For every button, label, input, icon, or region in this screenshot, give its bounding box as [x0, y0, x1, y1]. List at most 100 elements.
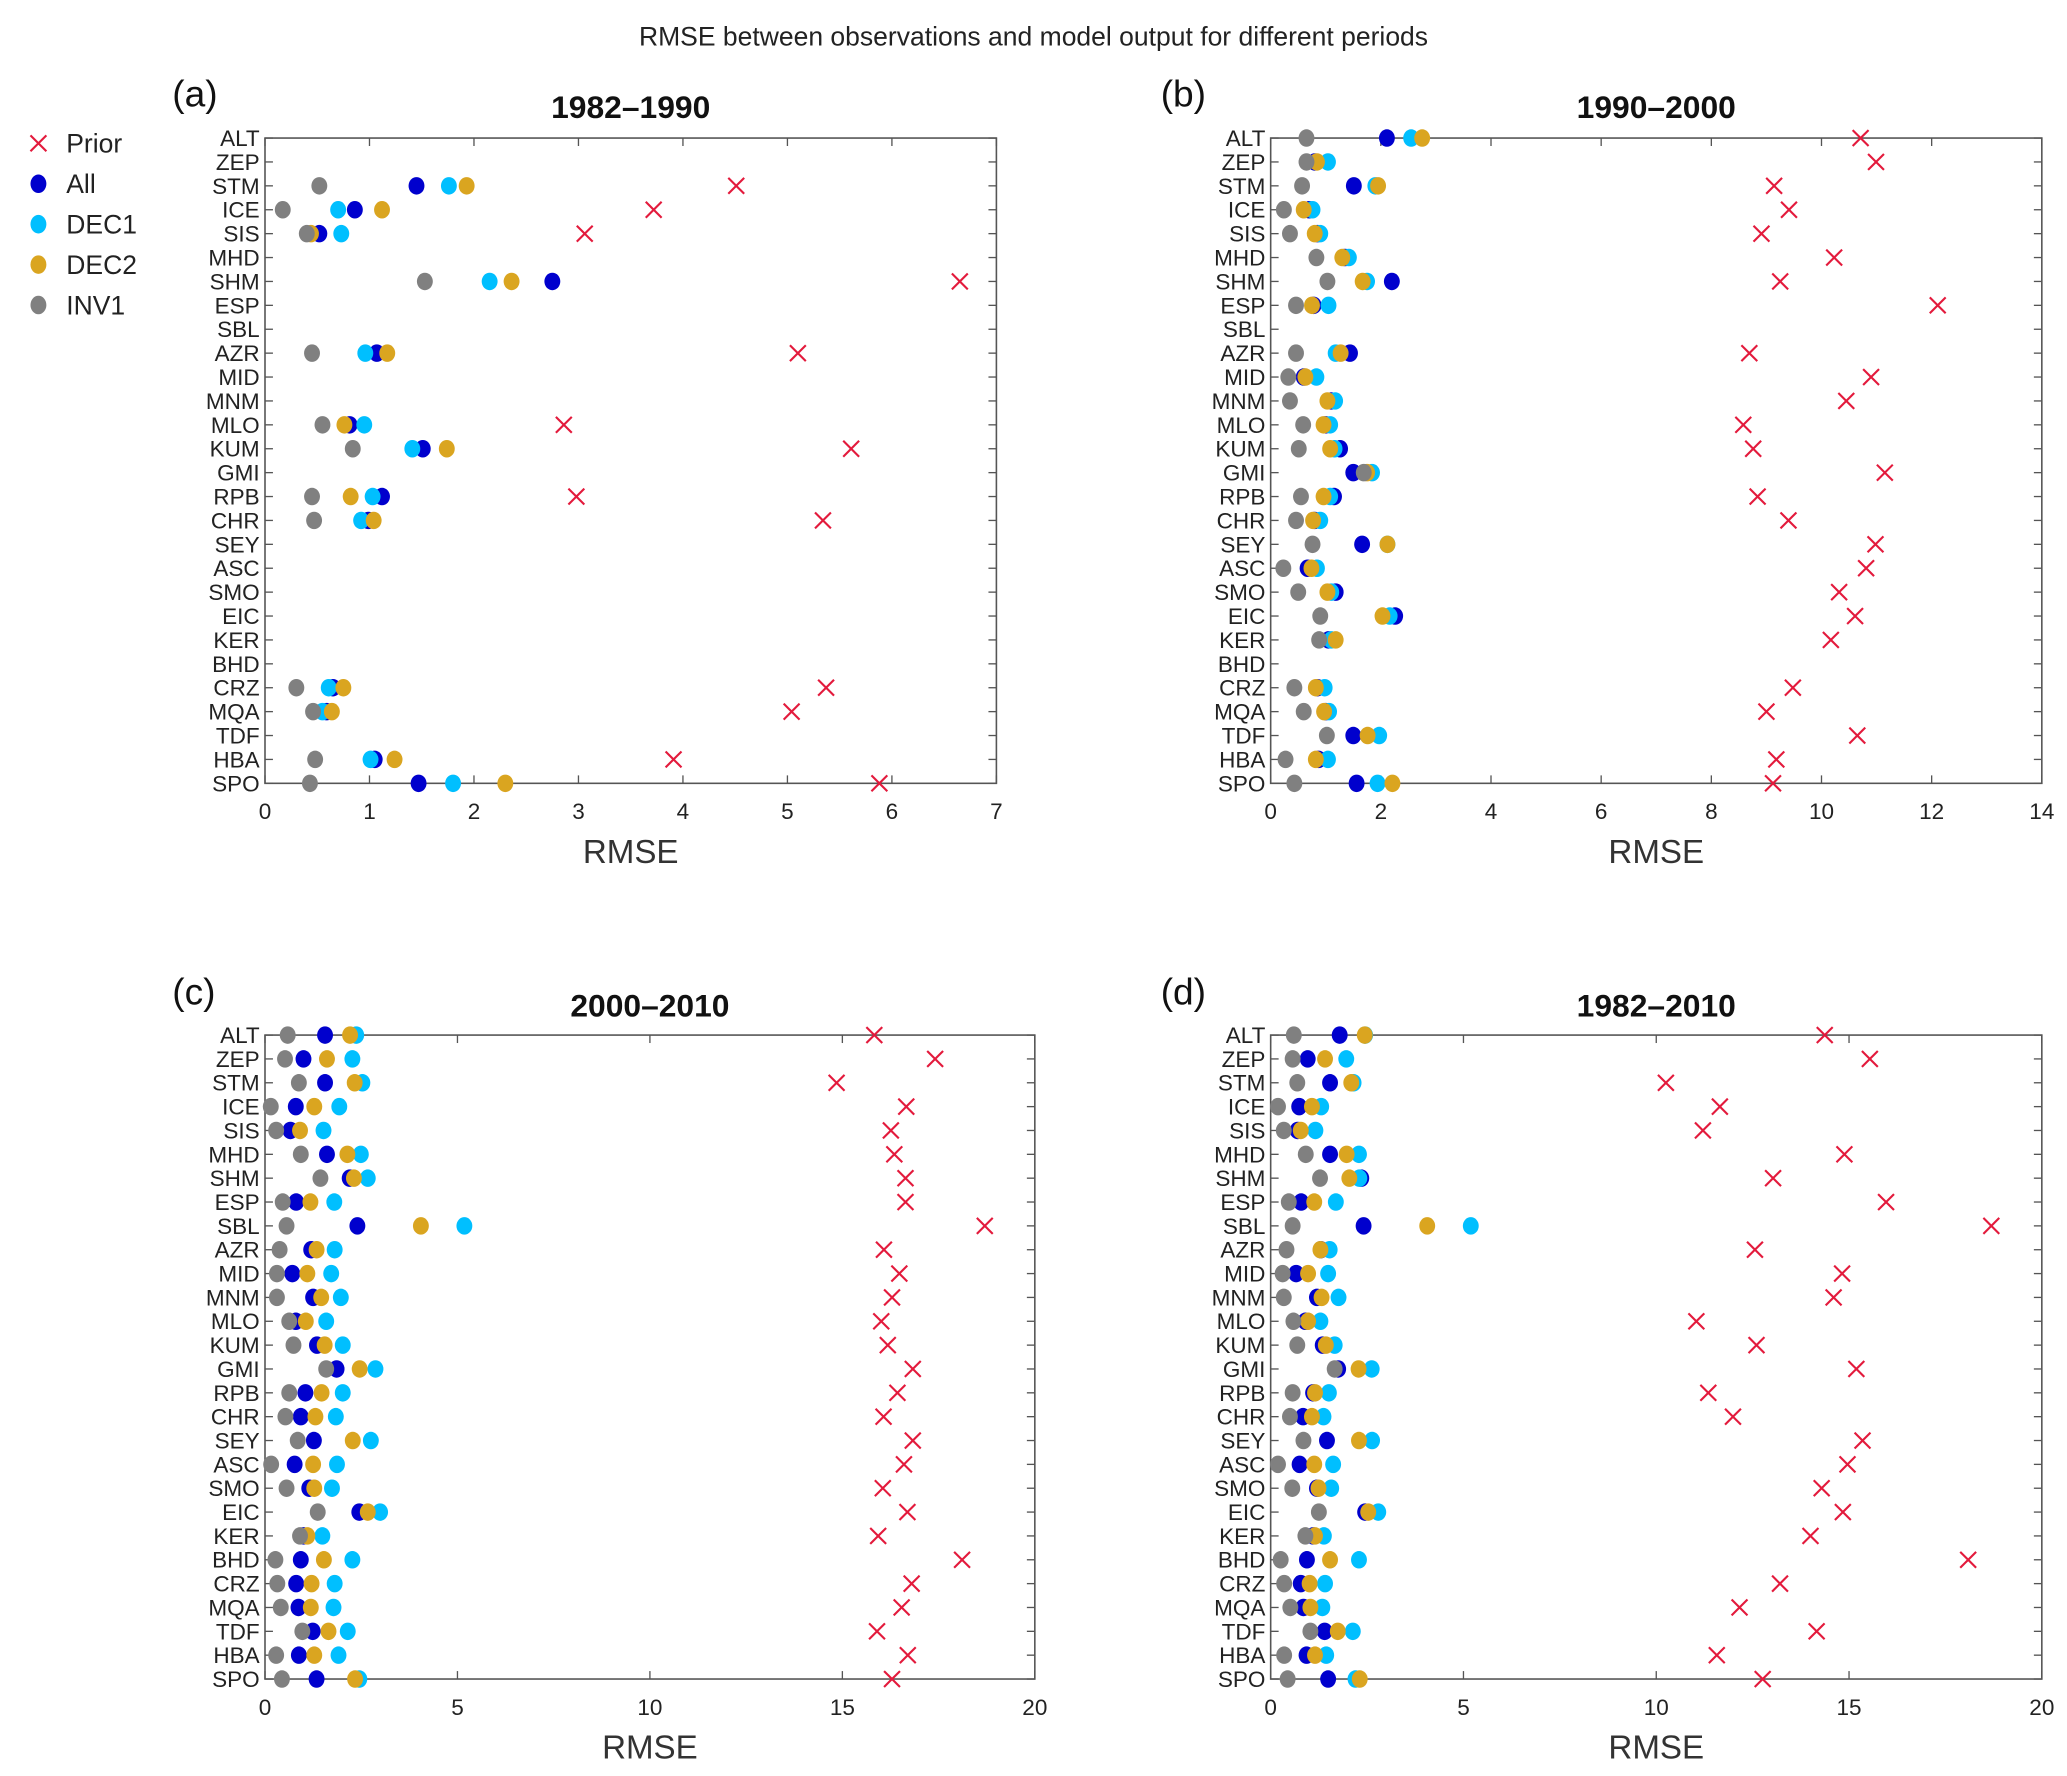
x-tick-label: 6 [1595, 799, 1608, 824]
dec2-point [347, 1670, 364, 1688]
prior-point [1771, 272, 1789, 291]
dec2-point [320, 1622, 337, 1641]
dec2-point [1307, 678, 1324, 697]
station-label: BHD [1218, 652, 1266, 677]
dec1-point [367, 1360, 384, 1378]
station-label: GMI [1223, 1357, 1266, 1382]
inv1-point [268, 1121, 285, 1140]
panel-d: (d) 1982–2010ALTZEPSTMICESISMHDSHMESPSBLA… [1161, 971, 2055, 1767]
station-label: EIC [222, 604, 260, 629]
dec2-point [1351, 1431, 1367, 1450]
dec1-point [325, 1598, 342, 1617]
station-label: ESP [215, 293, 260, 318]
dec1-point [1462, 1217, 1479, 1235]
inv1-point [279, 1026, 296, 1044]
series-prior [555, 177, 969, 793]
dec2-point [1317, 1336, 1334, 1354]
panel-a: (a) 1982–1990ALTZEPSTMICESISMHDSHMESPSBLA… [172, 72, 1002, 871]
prior-point [1657, 1074, 1675, 1092]
inv1-point [285, 1336, 302, 1354]
dec2-point [1295, 201, 1312, 219]
prior-point [895, 1455, 913, 1474]
all-point [292, 1551, 309, 1569]
inv1-point [1290, 439, 1307, 458]
x-tick-label: 0 [259, 799, 272, 824]
station-label: AZR [1220, 1238, 1265, 1263]
station-label: CHR [1217, 508, 1266, 533]
prior-point [555, 416, 573, 434]
dec2-point [497, 774, 514, 793]
dec2-point [306, 1097, 323, 1116]
panel-title: 1990–2000 [1577, 89, 1736, 125]
dec2-point [1315, 416, 1332, 434]
dec2-point [345, 1169, 362, 1187]
prior-point [1752, 224, 1771, 243]
prior-point [1876, 463, 1894, 482]
inv1-point [1312, 607, 1329, 625]
dec2-point [1360, 1503, 1377, 1521]
x-tick-label: 1 [363, 799, 376, 824]
all-point [308, 1670, 325, 1688]
station-label: SHM [210, 1166, 260, 1191]
prior-point [898, 1503, 917, 1521]
inv1-point [1290, 583, 1307, 601]
inv1-point [1272, 1551, 1289, 1569]
all-point [410, 774, 427, 793]
prior-point [1866, 535, 1885, 554]
dec2-point [344, 1431, 361, 1450]
station-label: ICE [1228, 1095, 1266, 1120]
prior-point [1857, 559, 1875, 577]
dec1-point [318, 1312, 335, 1331]
inv1-point [277, 1407, 294, 1426]
station-label: MID [1224, 365, 1265, 390]
all-point [1345, 726, 1362, 745]
prior-point [1730, 1598, 1749, 1617]
dec1-point [362, 1431, 379, 1450]
all-point [1322, 1145, 1339, 1164]
prior-point [902, 1574, 921, 1593]
dec2-point [1306, 1455, 1323, 1474]
station-label: KUM [210, 437, 260, 462]
legend-item-dec2: DEC2 [30, 250, 137, 280]
station-label: SHM [1215, 269, 1265, 294]
dec2-point [1305, 511, 1322, 530]
dec1-point [1320, 1384, 1337, 1402]
inv1-point [1319, 272, 1336, 291]
dec2-point [1350, 1360, 1367, 1378]
station-label: ICE [222, 198, 260, 223]
station-label: CHR [211, 508, 260, 533]
station-label: SMO [208, 580, 259, 605]
dec2-point [412, 1217, 429, 1235]
dec2-point [1300, 1312, 1317, 1331]
station-label: MHD [208, 1142, 259, 1167]
dec2-point [1304, 296, 1320, 315]
prior-point [1861, 1050, 1879, 1068]
inv1-point [1270, 1097, 1286, 1116]
inv1-point [1284, 1050, 1301, 1068]
prior-point [874, 1479, 892, 1497]
dec2-point [313, 1384, 330, 1402]
dec2-point [386, 750, 403, 769]
dec1-point [1363, 1360, 1380, 1378]
dec1-point [1312, 1312, 1329, 1331]
legend-label: INV1 [66, 290, 125, 320]
station-label: GMI [217, 1357, 260, 1382]
inv1-point [1282, 392, 1298, 410]
panel-title: 1982–2010 [1577, 988, 1736, 1024]
legend-label: Prior [66, 129, 122, 159]
inv1-point [306, 511, 323, 530]
station-label: SIS [223, 1118, 259, 1143]
x-axis-label: RMSE [583, 834, 679, 871]
prior-point [664, 750, 683, 769]
inv1-point [1288, 511, 1304, 530]
inv1-point [301, 774, 318, 793]
station-label: CHR [1217, 1405, 1266, 1430]
inv1-point [290, 1074, 307, 1092]
prior-point [1848, 726, 1866, 745]
station-label: ZEP [216, 150, 260, 175]
dec2-point [335, 678, 352, 697]
station-label: CRZ [1219, 676, 1266, 701]
dec1-point [456, 1217, 473, 1235]
inv1-point [267, 1551, 284, 1569]
axes-box [1269, 137, 2043, 785]
